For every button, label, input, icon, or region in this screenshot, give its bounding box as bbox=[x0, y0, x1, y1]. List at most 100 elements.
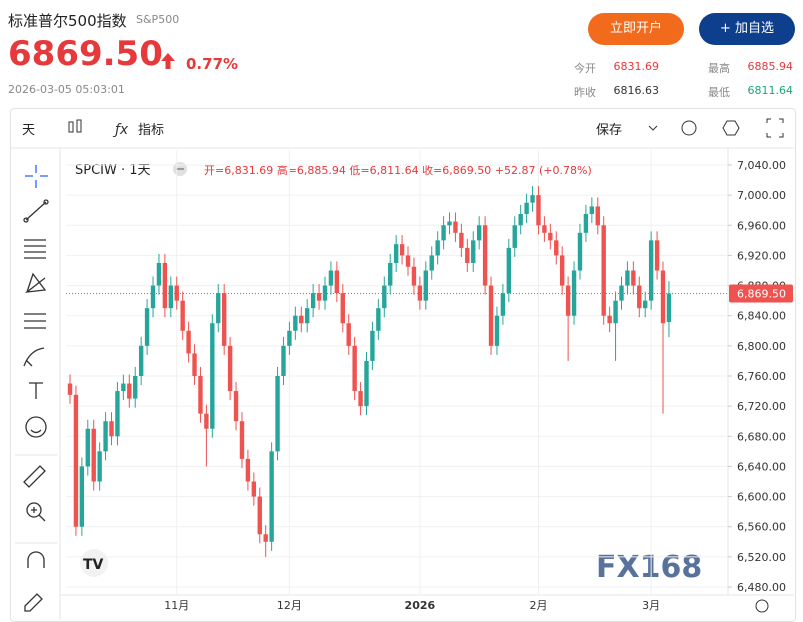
settings-icon[interactable] bbox=[722, 120, 740, 136]
candle-body bbox=[571, 270, 577, 316]
candle-body bbox=[364, 360, 369, 407]
save-button[interactable]: 保存 bbox=[596, 123, 622, 138]
candle-body bbox=[221, 293, 227, 346]
candle-body bbox=[239, 421, 245, 459]
candle-body bbox=[429, 255, 434, 271]
candle-body bbox=[269, 451, 274, 542]
candle-body bbox=[411, 266, 417, 286]
y-tick-label: 6,800.00 bbox=[737, 340, 786, 353]
candle-body bbox=[156, 262, 162, 286]
change: 0.77% bbox=[186, 55, 239, 73]
stat-value: 6816.63 bbox=[613, 84, 660, 97]
candle-body bbox=[281, 345, 286, 376]
candle-body bbox=[648, 240, 654, 301]
add-watch-button[interactable]: + 加自选 bbox=[699, 13, 795, 45]
y-tick-label: 6,680.00 bbox=[737, 430, 786, 443]
title: 标准普尔500指数 bbox=[8, 12, 127, 30]
candle-body bbox=[233, 391, 239, 422]
stat-value: 6811.64 bbox=[747, 84, 794, 97]
symbol-label: SPCIW · 1天 bbox=[75, 163, 151, 178]
dropdown-icon[interactable] bbox=[648, 125, 658, 131]
stat-label: 今开 bbox=[574, 62, 596, 75]
candle-body bbox=[654, 240, 660, 271]
candle-body bbox=[103, 421, 108, 452]
drawing-tools[interactable] bbox=[23, 165, 49, 612]
candle-body bbox=[328, 270, 334, 286]
candle-icon[interactable] bbox=[68, 119, 82, 133]
candle-body bbox=[506, 247, 512, 294]
last-price-tag bbox=[729, 284, 793, 303]
candle-body bbox=[85, 428, 90, 467]
candle-body bbox=[186, 330, 191, 354]
candle-body bbox=[388, 262, 393, 286]
candle-body bbox=[482, 225, 488, 286]
candle-body bbox=[210, 323, 215, 429]
symbol-code: S&P500 bbox=[136, 13, 180, 26]
y-tick-label: 6,840.00 bbox=[737, 310, 786, 323]
stat-label: 昨收 bbox=[574, 86, 596, 99]
candle-body bbox=[227, 345, 233, 392]
candle-body bbox=[150, 285, 156, 309]
y-tick-label: 6,560.00 bbox=[737, 521, 786, 534]
candle-body bbox=[565, 285, 571, 316]
candle-body bbox=[263, 534, 268, 542]
candle-body bbox=[316, 293, 322, 301]
candle-body bbox=[536, 195, 541, 226]
candle-body bbox=[144, 308, 150, 346]
candle-body bbox=[251, 481, 257, 497]
fx-icon[interactable]: ƒx bbox=[112, 122, 129, 138]
candle-body bbox=[476, 225, 482, 241]
candle-body bbox=[637, 285, 642, 309]
candle-body bbox=[577, 232, 583, 271]
candle-body bbox=[524, 202, 529, 214]
y-tick-label: 6,520.00 bbox=[737, 551, 786, 564]
candle-body bbox=[79, 466, 85, 527]
y-tick-label: 6,960.00 bbox=[737, 219, 786, 232]
candle-body bbox=[293, 315, 298, 331]
candle-body bbox=[518, 213, 523, 226]
candle-body bbox=[548, 232, 553, 241]
candle-body bbox=[127, 383, 132, 399]
candle-body bbox=[405, 255, 411, 267]
candle-body bbox=[305, 308, 310, 324]
candle-body bbox=[245, 458, 251, 482]
candle-body bbox=[613, 300, 618, 324]
candle-body bbox=[447, 221, 452, 226]
ohlc-legend: 开=6,831.69 高=6,885.94 低=6,811.64 收=6,869… bbox=[204, 163, 592, 177]
axis-settings[interactable] bbox=[755, 599, 769, 613]
indicators-button[interactable]: 指标 bbox=[138, 123, 164, 138]
x-tick-label: 2月 bbox=[529, 599, 547, 612]
snapshot-icon[interactable] bbox=[681, 120, 697, 136]
candle-body bbox=[488, 285, 494, 346]
y-tick-label: 7,000.00 bbox=[737, 189, 786, 202]
candle-body bbox=[376, 308, 381, 331]
candle-body bbox=[287, 330, 292, 346]
y-tick-label: 6,920.00 bbox=[737, 249, 786, 262]
svg-text:TV: TV bbox=[83, 557, 104, 573]
open-account-button[interactable]: 立即开户 bbox=[588, 13, 684, 45]
candle-body bbox=[500, 293, 506, 316]
candle-body bbox=[91, 428, 96, 482]
tv-logo: TV bbox=[80, 549, 108, 577]
candle-body bbox=[393, 244, 399, 263]
candle-body bbox=[465, 247, 470, 263]
interval-button[interactable]: 天 bbox=[22, 123, 35, 138]
candle-body bbox=[453, 221, 458, 233]
candle-body bbox=[643, 300, 648, 309]
candle-body bbox=[382, 285, 387, 309]
candle-body bbox=[67, 383, 73, 395]
stat-value: 6831.69 bbox=[613, 60, 660, 73]
candle-body bbox=[340, 293, 345, 324]
candle-body bbox=[352, 345, 357, 392]
stat-value: 6885.94 bbox=[747, 60, 794, 73]
y-tick-label: 6,760.00 bbox=[737, 370, 786, 383]
candle-body bbox=[417, 285, 423, 301]
datetime: 2026-03-05 05:03:01 bbox=[8, 83, 125, 96]
candle-body bbox=[133, 376, 138, 399]
x-tick-label: 3月 bbox=[642, 599, 660, 612]
fullscreen-icon[interactable] bbox=[766, 118, 784, 138]
candle-body bbox=[162, 262, 168, 309]
candle-body bbox=[174, 285, 179, 301]
candle-body bbox=[370, 330, 375, 361]
